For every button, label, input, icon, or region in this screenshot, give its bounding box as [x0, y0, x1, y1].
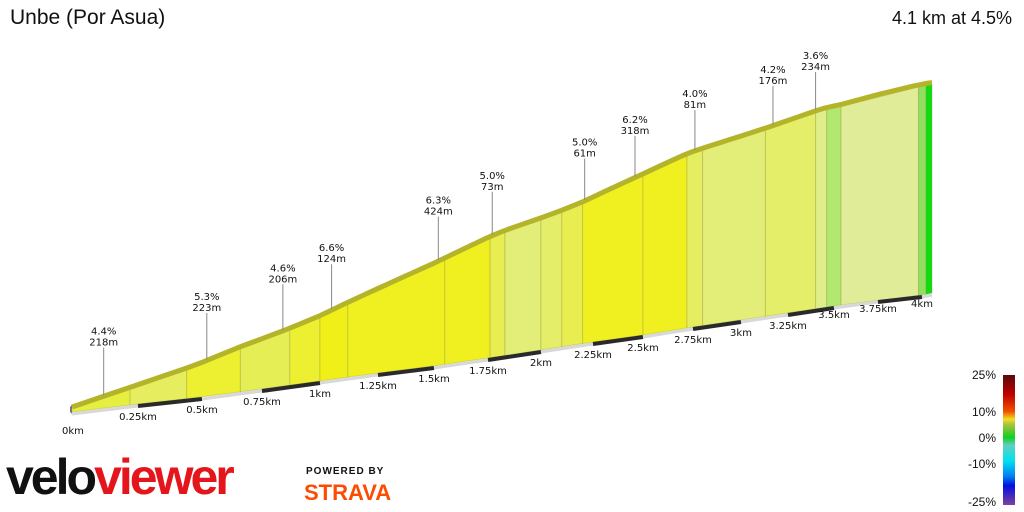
x-tick-label: 3.75km	[859, 304, 897, 315]
annotation-grade: 3.6%	[803, 51, 828, 62]
annotation-length: 73m	[481, 182, 503, 193]
annotation-grade: 5.0%	[480, 171, 505, 182]
gradient-segment	[826, 105, 842, 308]
distance-axis-bar	[261, 381, 321, 393]
veloviewer-logo[interactable]: veloviewer	[6, 448, 235, 506]
gradient-segment	[925, 84, 933, 295]
gradient-segment	[702, 129, 766, 327]
annotation-length: 234m	[801, 62, 830, 73]
distance-axis-bar	[740, 313, 789, 324]
distance-axis-bar	[921, 293, 933, 299]
annotation-grade: 4.6%	[270, 263, 295, 274]
annotation-grade: 5.0%	[572, 137, 597, 148]
annotation-length: 223m	[192, 303, 221, 314]
legend-label: 0%	[978, 431, 996, 445]
annotation-length: 424m	[424, 207, 453, 218]
annotation-length: 318m	[621, 126, 650, 137]
distance-axis-bar	[592, 335, 644, 346]
annotation-length: 206m	[268, 274, 297, 285]
legend-label: -25%	[967, 495, 996, 509]
annotation-length: 81m	[684, 100, 706, 111]
distance-axis-bar	[787, 306, 835, 317]
gradient-segment	[642, 154, 688, 336]
gradient-segment	[561, 203, 584, 348]
annotation-grade: 6.2%	[622, 115, 647, 126]
annotation-grade: 4.4%	[91, 327, 116, 338]
x-tick-label: 2.25km	[574, 350, 612, 361]
legend-label: 10%	[971, 405, 996, 419]
x-tick-label: 0.5km	[186, 405, 217, 416]
gradient-segment	[764, 112, 817, 317]
annotation-grade: 4.2%	[760, 65, 785, 76]
x-tick-label: 3.5km	[818, 310, 849, 321]
gradient-segment	[840, 86, 919, 306]
distance-axis-bar	[692, 320, 742, 331]
x-tick-label: 2km	[530, 358, 552, 369]
x-tick-label: 3km	[730, 328, 752, 339]
gradient-segment	[582, 175, 644, 345]
distance-axis-bar	[642, 327, 694, 339]
x-tick-label: 4km	[911, 299, 933, 310]
distance-axis-bar	[833, 300, 879, 310]
annotation-length: 61m	[573, 148, 595, 159]
powered-by-label: POWERED BY	[306, 466, 385, 477]
legend-label: 25%	[971, 368, 996, 382]
distance-axis-bar	[487, 350, 542, 362]
distance-axis-bar	[433, 358, 489, 370]
annotation-length: 218m	[89, 338, 118, 349]
gradient-segment	[686, 149, 704, 329]
gradient-segment	[815, 108, 828, 310]
distance-axis-bar	[377, 366, 435, 377]
annotation-length: 176m	[759, 76, 788, 87]
gradient-legend-bar	[1003, 375, 1015, 505]
gradient-segment	[489, 231, 506, 359]
x-tick-label: 0.75km	[243, 397, 281, 408]
climb-title: Unbe (Por Asua)	[10, 6, 166, 29]
distance-axis-bar	[877, 295, 923, 304]
annotation-grade: 5.3%	[194, 292, 219, 303]
x-tick-label: 2.75km	[674, 335, 712, 346]
profile-start-cap	[70, 405, 72, 414]
annotation-grade: 4.0%	[682, 89, 707, 100]
distance-axis-bar	[319, 373, 379, 385]
annotation-grade: 6.6%	[319, 243, 344, 254]
logo-part: viewer	[94, 449, 235, 505]
logo-part: velo	[6, 449, 97, 505]
x-tick-label: 1.25km	[359, 381, 397, 392]
x-tick-label: 0.25km	[119, 412, 157, 423]
distance-axis-bar	[201, 389, 263, 401]
gradient-segment	[540, 211, 563, 351]
climb-summary: 4.1 km at 4.5%	[891, 8, 1012, 28]
x-tick-label: 1km	[309, 389, 331, 400]
x-tick-label: 1.5km	[418, 374, 449, 385]
distance-axis-bar	[137, 397, 203, 408]
x-tick-label: 3.25km	[769, 321, 807, 332]
distance-axis-bar	[540, 342, 594, 354]
gradient-segment	[504, 219, 542, 357]
x-tick-label: 1.75km	[469, 366, 507, 377]
strava-logo[interactable]: STRAVA	[304, 480, 392, 505]
gradient-segment	[917, 84, 927, 296]
x-tick-label: 0km	[62, 426, 84, 437]
profile-top-surface	[71, 80, 933, 410]
distance-axis-bar	[71, 404, 139, 416]
annotation-grade: 6.3%	[426, 196, 451, 207]
x-tick-label: 2.5km	[627, 343, 658, 354]
annotation-length: 124m	[317, 254, 346, 265]
legend-label: -10%	[967, 457, 996, 471]
